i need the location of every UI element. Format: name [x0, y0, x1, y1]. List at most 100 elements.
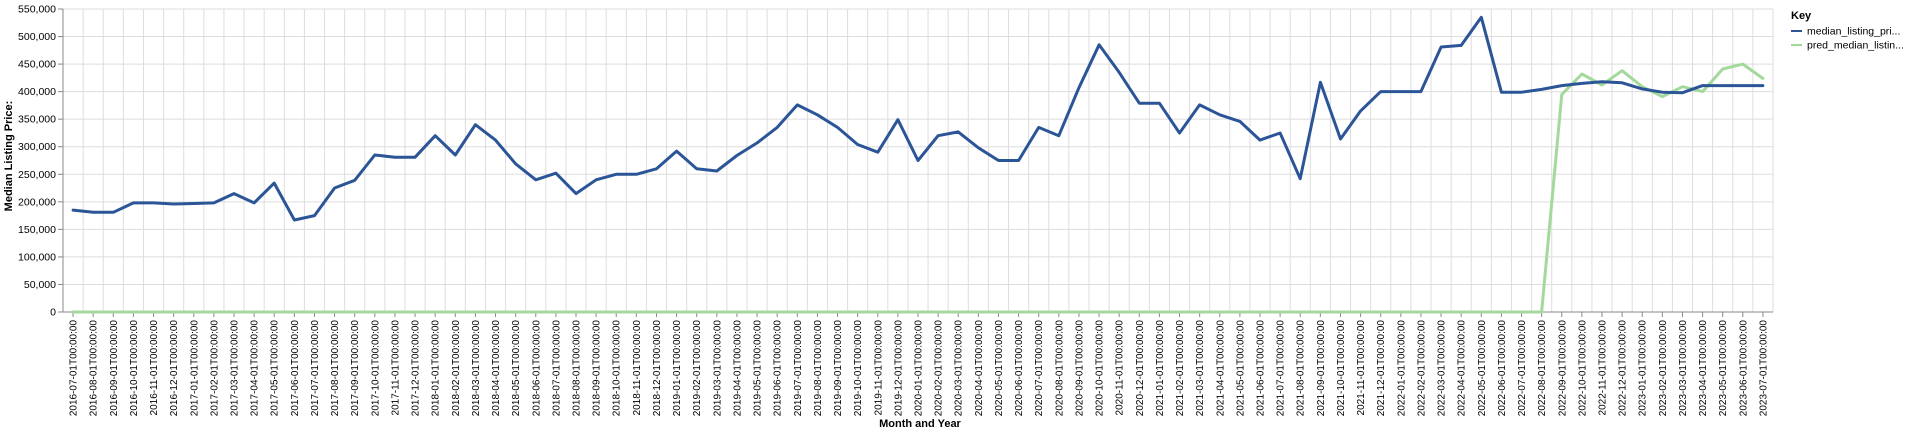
x-tick-label: 2022-10-01T00:00:00: [1577, 320, 1588, 417]
x-tick-label: 2020-07-01T00:00:00: [1034, 320, 1045, 417]
x-tick-label: 2020-01-01T00:00:00: [914, 320, 925, 417]
y-tick-label: 500,000: [18, 31, 56, 43]
x-tick-label: 2021-11-01T00:00:00: [1356, 320, 1367, 416]
x-tick-label: 2017-09-01T00:00:00: [350, 320, 361, 417]
series-layer: [71, 15, 1765, 314]
x-tick-label: 2023-05-01T00:00:00: [1718, 320, 1729, 417]
x-tick-label: 2020-10-01T00:00:00: [1095, 320, 1106, 417]
x-tick-label: 2020-06-01T00:00:00: [1014, 320, 1025, 417]
legend-label: median_listing_pri...: [1807, 26, 1900, 38]
series-line: [71, 62, 1765, 314]
x-tick-label: 2021-08-01T00:00:00: [1296, 320, 1307, 417]
x-tick-label: 2018-07-01T00:00:00: [551, 320, 562, 417]
y-tick-label: 550,000: [18, 4, 56, 16]
x-tick-label: 2017-01-01T00:00:00: [189, 320, 200, 417]
legend-title: Key: [1791, 10, 1812, 22]
x-tick-label: 2020-02-01T00:00:00: [934, 320, 945, 417]
x-tick-label: 2019-01-01T00:00:00: [672, 320, 683, 417]
x-tick-label: 2019-12-01T00:00:00: [893, 320, 904, 417]
x-tick-label: 2019-10-01T00:00:00: [853, 320, 864, 417]
y-tick-label: 0: [50, 307, 56, 319]
x-tick-label: 2021-09-01T00:00:00: [1316, 320, 1327, 417]
x-tick-label: 2020-05-01T00:00:00: [994, 320, 1005, 417]
x-tick-label: 2017-11-01T00:00:00: [390, 320, 401, 416]
x-tick-label: 2020-09-01T00:00:00: [1074, 320, 1085, 417]
y-tick-label: 150,000: [18, 224, 56, 236]
y-tick-label: 300,000: [18, 141, 56, 153]
x-tick-label: 2016-11-01T00:00:00: [149, 320, 160, 416]
x-tick-label: 2019-05-01T00:00:00: [753, 320, 764, 417]
x-tick-label: 2019-03-01T00:00:00: [712, 320, 723, 417]
x-tick-label: 2017-04-01T00:00:00: [250, 320, 261, 417]
legend-label: pred_median_listin...: [1807, 40, 1904, 52]
x-tick-label: 2016-12-01T00:00:00: [169, 320, 180, 417]
x-tick-label: 2022-01-01T00:00:00: [1396, 320, 1407, 417]
x-tick-label: 2017-06-01T00:00:00: [290, 320, 301, 417]
y-tick-label: 200,000: [18, 196, 56, 208]
x-tick-label: 2022-12-01T00:00:00: [1618, 320, 1629, 417]
x-tick-label: 2022-03-01T00:00:00: [1437, 320, 1448, 417]
x-tick-label: 2018-06-01T00:00:00: [531, 320, 542, 417]
x-tick-label: 2020-03-01T00:00:00: [954, 320, 965, 417]
x-tick-label: 2021-05-01T00:00:00: [1235, 320, 1246, 417]
x-tick-label: 2017-07-01T00:00:00: [310, 320, 321, 417]
x-tick-label: 2018-08-01T00:00:00: [572, 320, 583, 417]
x-tick-label: 2017-12-01T00:00:00: [411, 320, 422, 417]
x-tick-label: 2016-07-01T00:00:00: [69, 320, 80, 417]
x-tick-label: 2021-10-01T00:00:00: [1336, 320, 1347, 417]
y-tick-label: 400,000: [18, 86, 56, 98]
x-tick-label: 2022-04-01T00:00:00: [1457, 320, 1468, 417]
x-tick-label: 2019-11-01T00:00:00: [873, 320, 884, 416]
x-tick-label: 2018-01-01T00:00:00: [431, 320, 442, 417]
legend-items: median_listing_pri... pred_median_listin.…: [1791, 26, 1904, 52]
x-tick-label: 2021-12-01T00:00:00: [1376, 320, 1387, 417]
x-tick-label: 2018-10-01T00:00:00: [612, 320, 623, 417]
x-tick-label: 2016-08-01T00:00:00: [89, 320, 100, 417]
y-axis: 0 50,000 100,000 150,000 200,000 250,000 300,0…: [18, 4, 64, 319]
x-tick-label: 2017-05-01T00:00:00: [270, 320, 281, 417]
x-tick-label: 2022-08-01T00:00:00: [1537, 320, 1548, 417]
x-tick-label: 2023-02-01T00:00:00: [1658, 320, 1669, 417]
x-tick-label: 2019-09-01T00:00:00: [833, 320, 844, 417]
x-tick-label: 2019-06-01T00:00:00: [773, 320, 784, 417]
x-tick-label: 2022-07-01T00:00:00: [1517, 320, 1528, 417]
x-tick-label: 2021-01-01T00:00:00: [1155, 320, 1166, 417]
x-tick-label: 2023-04-01T00:00:00: [1698, 320, 1709, 417]
series-line: [71, 15, 1765, 222]
x-tick-label: 2019-08-01T00:00:00: [813, 320, 824, 417]
x-tick-label: 2018-11-01T00:00:00: [632, 320, 643, 416]
x-tick-label: 2016-09-01T00:00:00: [109, 320, 120, 417]
x-tick-label: 2021-04-01T00:00:00: [1215, 320, 1226, 417]
x-tick-label: 2022-02-01T00:00:00: [1416, 320, 1427, 417]
x-tick-label: 2023-07-01T00:00:00: [1758, 320, 1769, 417]
x-tick-label: 2017-03-01T00:00:00: [230, 320, 241, 417]
y-tick-label: 50,000: [24, 279, 56, 291]
x-axis: 2016-07-01T00:00:00 2016-08-01T00:00:00 20…: [63, 311, 1773, 417]
x-tick-label: 2021-07-01T00:00:00: [1276, 320, 1287, 417]
y-tick-label: 100,000: [18, 251, 56, 263]
x-tick-label: 2018-03-01T00:00:00: [471, 320, 482, 417]
x-tick-label: 2019-02-01T00:00:00: [692, 320, 703, 417]
x-tick-label: 2021-02-01T00:00:00: [1175, 320, 1186, 417]
x-tick-label: 2017-08-01T00:00:00: [330, 320, 341, 417]
x-tick-label: 2017-10-01T00:00:00: [370, 320, 381, 417]
x-tick-label: 2018-02-01T00:00:00: [451, 320, 462, 417]
x-tick-label: 2021-06-01T00:00:00: [1256, 320, 1267, 417]
x-tick-label: 2018-05-01T00:00:00: [511, 320, 522, 417]
x-tick-label: 2022-09-01T00:00:00: [1557, 320, 1568, 417]
x-tick-label: 2017-02-01T00:00:00: [209, 320, 220, 417]
y-axis-title: Median Listing Price:: [3, 101, 15, 212]
legend: Key median_listing_pri... pred_median_lis…: [1791, 10, 1904, 52]
x-tick-label: 2022-11-01T00:00:00: [1598, 320, 1609, 416]
x-tick-label: 2020-04-01T00:00:00: [974, 320, 985, 417]
x-tick-label: 2020-12-01T00:00:00: [1135, 320, 1146, 417]
x-tick-label: 2019-07-01T00:00:00: [793, 320, 804, 417]
x-tick-label: 2023-03-01T00:00:00: [1678, 320, 1689, 417]
x-tick-label: 2023-01-01T00:00:00: [1638, 320, 1649, 417]
x-axis-title: Month and Year: [879, 418, 961, 430]
x-tick-label: 2020-08-01T00:00:00: [1054, 320, 1065, 417]
x-tick-label: 2018-12-01T00:00:00: [652, 320, 663, 417]
x-tick-label: 2016-10-01T00:00:00: [129, 320, 140, 417]
